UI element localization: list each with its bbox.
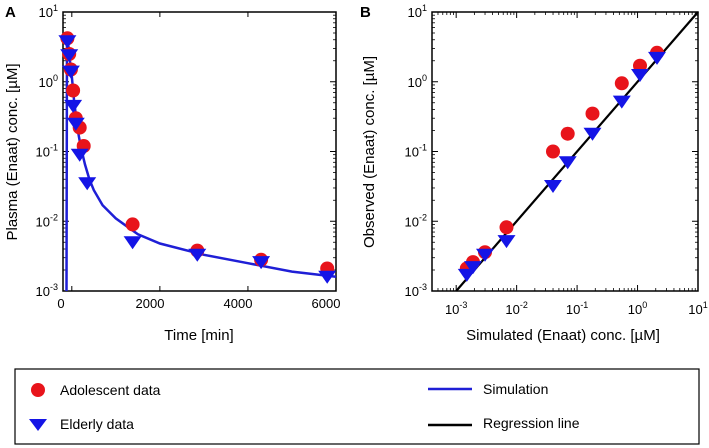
- panel-b-ytick-label-0: 100: [408, 73, 427, 90]
- panel-b-plot: [455, 11, 699, 292]
- elderly-point: [60, 49, 79, 63]
- adolescent-point: [66, 83, 81, 98]
- elderly-point: [457, 268, 476, 282]
- elderly-point: [648, 51, 666, 65]
- elderly-point: [61, 65, 80, 79]
- panel-b-ticks: 10-3 10-2 10-1 100 101 10-3 10-2 10-1 100 101: [405, 3, 708, 317]
- panel-a-ytick-label--3: 10-3: [36, 282, 58, 299]
- panel-b-xtick-label-1: 101: [688, 300, 707, 317]
- panel-b-ytick-label--1: 10-1: [405, 143, 427, 160]
- panel-b-xtick-label--1: 10-1: [566, 300, 588, 317]
- elderly-point: [464, 261, 482, 275]
- elderly-point: [58, 35, 77, 49]
- elderly-point: [66, 117, 85, 131]
- legend-adolescent-marker: [31, 383, 45, 397]
- panel-a-y-title: Plasma (Enaat) conc. [µM]: [4, 63, 21, 240]
- adolescent-point: [585, 106, 600, 121]
- panel-a-ticks: 10-3 10-2 10-1 100 101: [36, 3, 337, 299]
- panel-b-ytick-label-1: 101: [408, 3, 427, 20]
- panel-b-y-title: Observed (Enaat) conc. [µM]: [361, 56, 378, 248]
- elderly-point: [558, 156, 577, 170]
- panel-b-x-title: Simulated (Enaat) conc. [µM]: [466, 327, 660, 344]
- panel-a-letter: A: [5, 4, 16, 21]
- panel-a-xtick-2000: 2000: [136, 296, 165, 311]
- panel-a: A 10-3 10-2 10-1 100 101 0 2000 4000 6000 Ti…: [4, 3, 340, 344]
- elderly-point: [544, 180, 562, 193]
- adolescent-point: [499, 220, 514, 235]
- elderly-point: [476, 248, 494, 262]
- panel-a-ytick-label-0: 100: [39, 73, 58, 90]
- adolescent-point: [614, 76, 629, 91]
- panel-b-ytick-label--3: 10-3: [405, 282, 427, 299]
- adolescent-point: [125, 217, 140, 232]
- panel-a-xtick-4000: 4000: [224, 296, 253, 311]
- panel-b-ytick-label--2: 10-2: [405, 212, 427, 229]
- adolescent-point: [546, 144, 560, 159]
- panel-a-plot: [58, 31, 337, 292]
- legend-simulation-label: Simulation: [483, 381, 548, 397]
- elderly-point: [497, 235, 516, 249]
- legend-box: [14, 368, 700, 445]
- panel-a-x-title: Time [min]: [164, 327, 233, 344]
- elderly-point: [252, 256, 271, 270]
- panel-a-ytick-label-1: 101: [39, 3, 58, 20]
- elderly-point: [123, 236, 142, 250]
- panel-b-letter: B: [360, 4, 371, 21]
- panel-a-ytick-label--2: 10-2: [36, 212, 58, 229]
- elderly-point: [583, 127, 602, 141]
- elderly-point: [70, 148, 89, 162]
- elderly-point: [64, 99, 83, 113]
- legend-elderly-label: Elderly data: [60, 416, 134, 432]
- legend-elderly-marker: [29, 419, 47, 431]
- panel-a-xtick-6000: 6000: [312, 296, 341, 311]
- legend-regression-label: Regression line: [483, 415, 580, 431]
- panel-b-xtick-label--2: 10-2: [505, 300, 527, 317]
- elderly-point: [78, 177, 97, 191]
- elderly-point: [631, 69, 649, 82]
- panel-b-xtick-label-0: 100: [628, 300, 647, 317]
- elderly-point: [318, 270, 337, 284]
- elderly-point: [612, 95, 631, 109]
- adolescent-point: [560, 126, 575, 141]
- panel-b: B 10-3 10-2 10-1 100 101 10-3 10-2 10-1 100 101 S…: [360, 3, 708, 344]
- legend-adolescent-label: Adolescent data: [60, 382, 161, 398]
- panel-b-xtick-label--3: 10-3: [445, 300, 467, 317]
- elderly-point: [188, 248, 207, 262]
- panel-a-xtick-0: 0: [57, 296, 64, 311]
- legend: Adolescent data Elderly data Simulation …: [14, 368, 700, 445]
- panel-a-ytick-label--1: 10-1: [36, 143, 58, 160]
